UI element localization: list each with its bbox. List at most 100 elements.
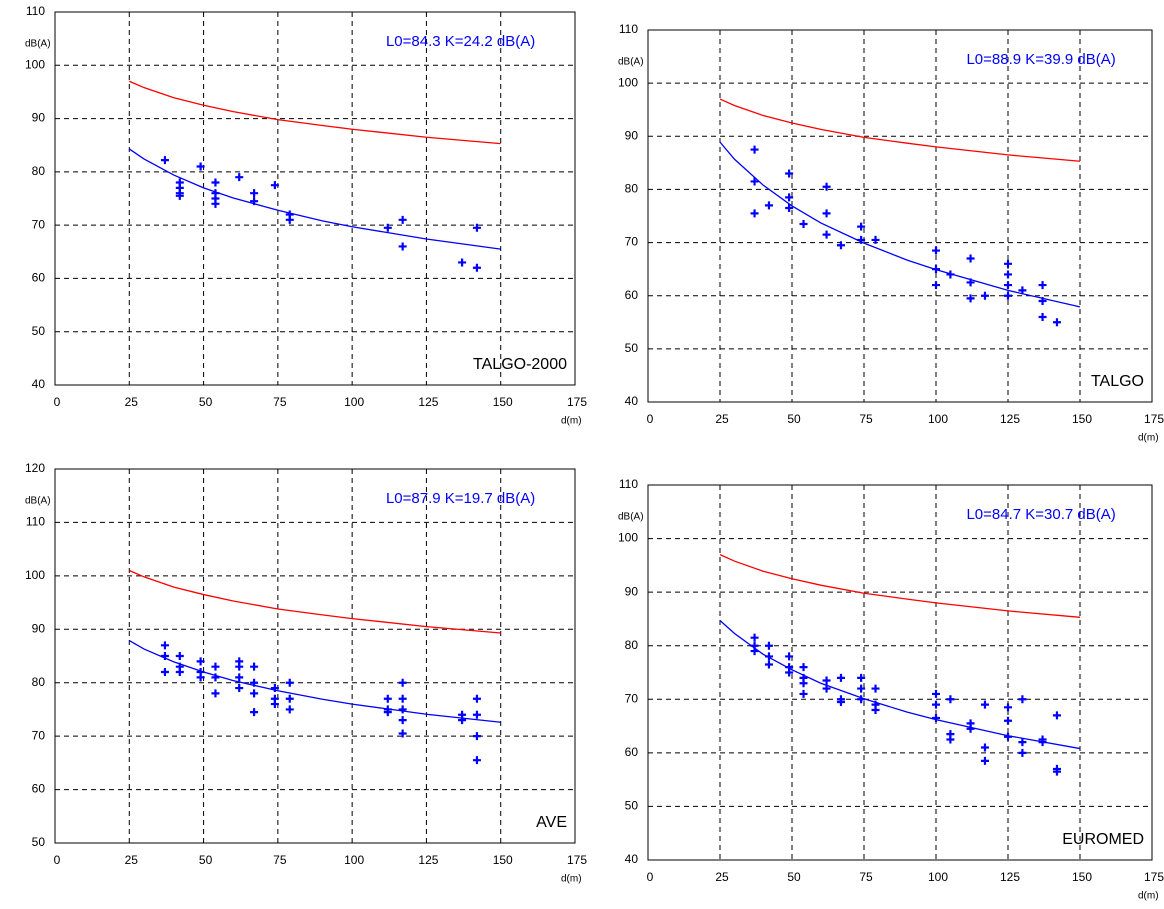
data-point [270,684,279,693]
data-point [285,215,294,224]
data-point [966,724,975,733]
y-tick-label: 50 [32,835,46,849]
fit-curve [128,148,501,250]
data-point [1004,291,1012,300]
x-tick-label: 50 [787,870,801,884]
data-point [1004,703,1012,712]
data-point [966,294,975,303]
data-point [764,652,773,661]
data-point [946,270,955,279]
data-point [383,708,392,717]
y-tick-label: 110 [26,515,45,529]
data-point [250,662,259,671]
data-point [250,678,259,687]
panel-label: EUROMED [1062,831,1144,848]
data-point [175,668,184,677]
data-point [235,673,244,682]
x-tick-label: 100 [344,395,364,409]
x-tick-label: 175 [567,395,587,409]
data-point [211,662,220,671]
data-point [398,678,407,687]
data-point [980,700,989,709]
data-point [175,191,184,200]
x-tick-label: 50 [199,853,213,867]
fit-curve [129,80,501,145]
data-point [750,647,759,656]
data-point [966,254,975,263]
plot-border [54,11,576,386]
data-point [764,201,773,210]
data-point [799,663,808,672]
annotation: L0=87.9 K=19.7 dB(A) [386,490,535,507]
chart-panel: 50 60 70 80 90 100 110 120 0 25 50 75 100 125 150 175 dB… [25,461,587,884]
data-point [932,265,940,274]
y-tick-label: 90 [625,128,639,142]
x-tick-label: 0 [647,870,654,884]
data-point [235,684,244,693]
data-point [799,689,808,698]
y-tick-label: 90 [32,621,46,635]
x-tick-label: 75 [859,870,873,884]
data-point [285,694,294,703]
data-point [785,668,794,677]
data-point [1052,318,1061,327]
y-tick-label: 40 [625,852,639,866]
y-tick-label: 70 [625,691,639,705]
y-tick-label: 80 [625,182,639,196]
plot-border [54,468,576,844]
x-tick-label: 75 [273,395,287,409]
plot-area [54,468,576,844]
fit-curve [719,141,1081,308]
data-point [1004,259,1012,268]
x-tick-label: 25 [715,412,729,426]
chart-panel: 40 50 60 70 80 90 100 110 0 25 50 75 100 125 150 175 dB(… [618,22,1164,443]
panel-label: AVE [536,814,567,831]
data-point [398,694,407,703]
data-point [285,678,294,687]
y-tick-label: 70 [625,235,639,249]
panel-label: TALGO-2000 [473,356,567,373]
y-tick-label: 70 [32,217,46,231]
plot-area [647,484,1153,861]
x-tick-label: 50 [199,395,213,409]
panel-label: TALGO [1091,373,1144,390]
x-tick-label: 50 [787,412,801,426]
data-point [235,173,244,182]
plot-border [647,29,1153,403]
data-point [383,694,392,703]
data-point [472,694,481,703]
y-tick-label: 110 [619,477,638,491]
data-point [1004,270,1012,279]
y-tick-label: 80 [32,675,46,689]
data-point [750,177,759,186]
plot-area [647,29,1153,403]
data-point [785,169,794,178]
data-point [211,673,220,682]
plot-border [647,484,1153,861]
data-point [250,189,259,198]
data-point [822,209,831,218]
y-tick-label: 100 [618,531,638,545]
data-point [980,756,989,765]
plot-area [54,11,576,386]
data-point [1038,312,1047,321]
data-point [1018,286,1027,295]
data-point [211,199,220,208]
data-point [871,684,880,693]
x-tick-label: 75 [859,412,873,426]
data-point [398,716,407,725]
data-point [398,242,407,251]
data-point [822,182,831,191]
y-tick-label: 40 [32,377,46,391]
data-point [857,673,866,682]
x-axis-label: d(m) [1138,433,1159,444]
data-point [836,697,845,706]
y-tick-label: 100 [618,75,638,89]
x-tick-label: 150 [493,853,513,867]
x-tick-label: 100 [344,853,364,867]
data-point [250,197,259,206]
y-axis-label: dB(A) [25,496,51,507]
data-point [836,241,845,250]
data-point [980,291,989,300]
data-point [1038,297,1047,306]
